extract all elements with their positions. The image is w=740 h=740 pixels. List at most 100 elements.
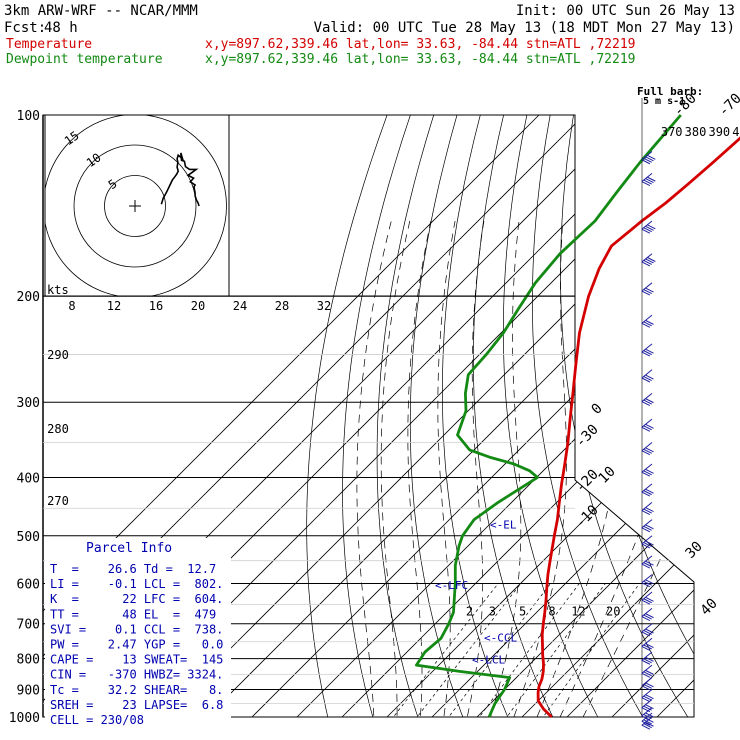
isotherm-line	[386, 115, 694, 717]
wind-barb-flag	[641, 599, 651, 605]
wind-barb-flag	[645, 669, 654, 675]
pressure-label: 100	[17, 109, 40, 124]
wind-barb	[641, 716, 653, 726]
forecast-label: Fcst:	[4, 20, 46, 36]
parcel-info-row: T = 26.6 Td = 12.7	[50, 562, 216, 576]
mixing-ratio-label: 2	[466, 605, 473, 619]
wind-barb	[641, 689, 653, 699]
wind-barb-flag	[641, 450, 651, 456]
parcel-info-box: Parcel Info T = 26.6 Td = 12.7LI = -0.1 …	[45, 538, 231, 727]
wind-barb	[641, 442, 653, 452]
parcel-info-background	[45, 538, 231, 718]
dry-adiabat	[664, 115, 694, 717]
wind-barb-flag	[645, 468, 654, 474]
wind-barb	[641, 651, 653, 661]
pressure-label: 1000	[9, 711, 40, 726]
pressure-label: 700	[17, 618, 40, 633]
level-markers: <-EL <-LFC <-CCL <-LCL	[435, 519, 517, 667]
isotherm-label: 10	[596, 464, 619, 487]
theta-label: 380	[685, 125, 707, 139]
wind-barb	[641, 220, 653, 230]
pressure-label: 500	[17, 530, 40, 545]
isotherm-label: -30	[573, 422, 602, 451]
wind-barb-flag	[641, 672, 651, 678]
wind-barb-flag	[641, 697, 651, 703]
wind-barb-flag	[645, 258, 654, 264]
wind-barb-flag	[645, 319, 654, 325]
wind-barb-flag	[641, 181, 651, 186]
wind-barb-flag	[641, 510, 651, 516]
dry-adiabat	[737, 115, 740, 730]
dewpoint-series	[415, 114, 682, 718]
wind-barb-flag	[641, 724, 651, 730]
isotherm-line	[341, 115, 694, 717]
isotherm-label: 0	[589, 401, 606, 418]
wind-barb-flag	[641, 228, 651, 234]
wind-barb-flag	[641, 491, 651, 497]
pressure-label: 900	[17, 683, 40, 698]
dewpoint-location: x,y=897.62,339.46 lat,lon= 33.63, -84.44…	[205, 52, 635, 67]
isotherm-label: -70	[716, 91, 740, 120]
dry-adiabat	[532, 115, 651, 717]
wind-barb-flag	[641, 720, 651, 726]
hodograph-speed-label: 12	[107, 299, 121, 313]
hodograph-speed-label: 8	[68, 299, 75, 313]
wind-barb-flag	[643, 399, 652, 405]
wind-barb-flag	[645, 398, 654, 404]
wind-barb	[641, 483, 653, 493]
wind-barb-flag	[643, 723, 652, 729]
theta-label: 390	[708, 125, 730, 139]
temperature-series	[536, 136, 740, 719]
wind-barb-flag	[643, 525, 652, 531]
level-marker: <-EL	[490, 519, 517, 532]
wind-barb	[641, 314, 653, 324]
parcel-info-row: CIN = -370 HWBZ= 3324.	[50, 668, 223, 682]
model-title: 3km ARW-WRF -- NCAR/MMM	[4, 3, 198, 19]
wind-barb-flag	[641, 582, 651, 588]
dry-adiabat	[409, 115, 469, 717]
mixing-ratio-label: 8	[548, 605, 555, 619]
isotherm-line	[566, 115, 694, 717]
wind-barb-flag	[645, 540, 654, 546]
hodograph-speed-label: 20	[191, 299, 205, 313]
hodograph-speed-label: 28	[275, 299, 289, 313]
wind-barb-flag	[641, 377, 651, 383]
dry-adiabat	[342, 115, 411, 717]
wind-barb-flag	[643, 695, 652, 701]
wind-barb	[641, 591, 653, 601]
mixing-ratio-label: 12	[571, 605, 585, 619]
level-marker: <-CCL	[484, 632, 517, 645]
wind-barb	[641, 282, 653, 292]
theta-label: 280	[47, 422, 69, 436]
isotherm-line	[161, 115, 694, 717]
hodograph-speed-label: 16	[149, 299, 163, 313]
hodograph-ring-label: 10	[84, 150, 104, 170]
isotherm-line	[296, 115, 694, 717]
dry-adiabat	[689, 115, 694, 717]
hodograph-trace	[160, 152, 200, 207]
wind-barb-flag	[643, 490, 652, 496]
wind-barb-flag	[645, 717, 654, 723]
wind-barb-flag	[647, 257, 656, 262]
wind-barb	[641, 623, 653, 633]
mixing-ratio-label: 3	[489, 605, 496, 619]
pressure-label: 400	[17, 471, 40, 486]
wind-barb	[641, 607, 653, 617]
hodograph-ring	[45, 115, 227, 296]
wind-barb-flag	[643, 719, 652, 725]
moist-adiabats	[356, 220, 694, 717]
isotherm-line	[656, 115, 694, 717]
isotherm-line	[611, 115, 694, 717]
wind-barb-flag	[645, 374, 654, 380]
parcel-info-row: SVI = 0.1 CCL = 738.	[50, 622, 223, 636]
theta-label: 370	[661, 125, 683, 139]
parcel-info-row: CAPE = 13 SWEAT= 145	[50, 653, 223, 667]
wind-barb-flag	[643, 542, 652, 547]
wind-barb-flag	[643, 321, 652, 327]
isotherm-line	[476, 115, 694, 717]
wind-barb	[641, 253, 653, 263]
theta-label: 270	[47, 494, 69, 508]
wind-barb-flag	[645, 447, 654, 453]
wind-barb-flag	[643, 448, 652, 454]
